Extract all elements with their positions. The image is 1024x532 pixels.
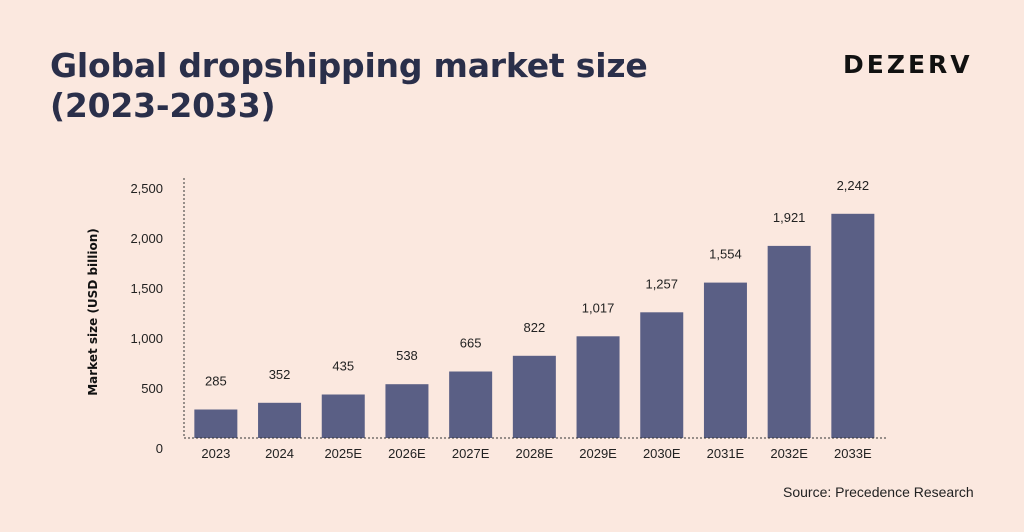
- x-tick-label: 2030E: [643, 446, 681, 461]
- data-label: 1,257: [645, 276, 678, 291]
- x-tick-label: 2025E: [324, 446, 362, 461]
- data-label: 1,921: [773, 210, 806, 225]
- x-tick-label: 2032E: [770, 446, 808, 461]
- data-label: 1,017: [582, 300, 615, 315]
- y-tick-label: 0: [156, 441, 163, 456]
- bar: [831, 213, 875, 438]
- y-tick-label: 2,000: [130, 231, 163, 246]
- y-tick-label: 500: [141, 381, 163, 396]
- bar: [640, 312, 684, 438]
- x-axis: 2023 2024 2025E 2026E 2027E 2028E 2029E 2030E 20…: [184, 437, 888, 461]
- data-label: 352: [269, 367, 291, 382]
- bar: [385, 384, 429, 438]
- data-label: 1,554: [709, 247, 742, 262]
- y-axis: 0 500 1,000 1,500 2,000 2,500: [130, 178, 185, 456]
- brand-logo: DEZERV: [843, 50, 973, 79]
- data-label: 2,242: [837, 178, 870, 193]
- data-label: 435: [332, 359, 354, 374]
- source-note: Source: Precedence Research: [783, 484, 974, 500]
- bar: [767, 245, 811, 438]
- x-tick-label: 2033E: [834, 446, 872, 461]
- bar: [576, 336, 620, 438]
- bar: [258, 402, 302, 438]
- bar: [321, 394, 365, 438]
- bar: [512, 355, 556, 438]
- chart-title-line-2: (2023-2033): [50, 86, 276, 125]
- bars: 285 352 435 538 665 822 1,017 1,257 1,554 1,921 2,…: [194, 178, 875, 438]
- x-tick-label: 2024: [265, 446, 294, 461]
- chart-title: Global dropshipping market size (2023-20…: [50, 46, 648, 126]
- x-tick-label: 2023: [201, 446, 230, 461]
- bar: [449, 371, 493, 438]
- y-tick-label: 1,000: [130, 331, 163, 346]
- data-label: 665: [460, 336, 482, 351]
- y-tick-label: 2,500: [130, 181, 163, 196]
- chart-title-line-1: Global dropshipping market size: [50, 46, 648, 85]
- x-tick-label: 2028E: [516, 446, 554, 461]
- y-tick-label: 1,500: [130, 281, 163, 296]
- y-axis-label: Market size (USD billion): [86, 228, 100, 396]
- x-tick-label: 2031E: [707, 446, 745, 461]
- x-tick-label: 2029E: [579, 446, 617, 461]
- data-label: 538: [396, 348, 418, 363]
- x-tick-label: 2026E: [388, 446, 426, 461]
- data-label: 822: [523, 320, 545, 335]
- bar: [194, 409, 238, 438]
- bar: [703, 282, 747, 438]
- data-label: 285: [205, 374, 227, 389]
- x-tick-label: 2027E: [452, 446, 490, 461]
